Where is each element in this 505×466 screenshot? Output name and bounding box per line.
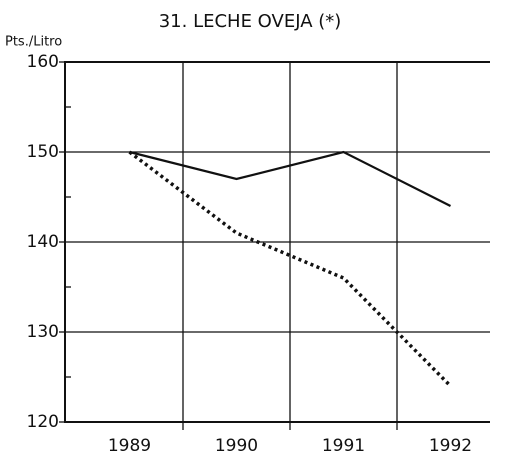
y-tick-label: 130	[27, 322, 59, 342]
series-line	[128, 150, 452, 388]
y-tick-label: 160	[27, 52, 59, 72]
chart-title: 31. LECHE OVEJA (*)	[159, 11, 342, 32]
y-tick-label: 120	[27, 412, 59, 432]
x-tick-label: 1989	[108, 436, 151, 456]
y-tick-label: 140	[27, 232, 59, 252]
x-tick-label: 1992	[429, 436, 472, 456]
series-line	[129, 150, 451, 207]
x-tick-label: 1990	[215, 436, 258, 456]
y-tick-label: 150	[27, 142, 59, 162]
y-axis-label: Pts./Litro	[5, 35, 62, 50]
axis-frame	[64, 61, 490, 423]
x-tick-label: 1991	[322, 436, 365, 456]
